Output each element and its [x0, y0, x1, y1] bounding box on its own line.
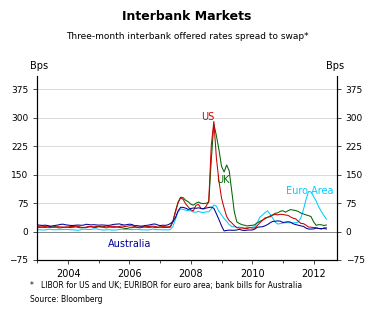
Text: Bps: Bps — [326, 61, 344, 71]
Text: US: US — [202, 112, 215, 122]
Text: Euro Area: Euro Area — [286, 185, 334, 196]
Text: UK: UK — [216, 175, 230, 185]
Text: Australia: Australia — [108, 239, 151, 249]
Text: *   LIBOR for US and UK; EURIBOR for euro area; bank bills for Australia: * LIBOR for US and UK; EURIBOR for euro … — [30, 281, 302, 289]
Text: Interbank Markets: Interbank Markets — [122, 10, 252, 23]
Text: Three-month interbank offered rates spread to swap*: Three-month interbank offered rates spre… — [66, 32, 308, 41]
Text: Bps: Bps — [30, 61, 48, 71]
Text: Source: Bloomberg: Source: Bloomberg — [30, 295, 102, 304]
